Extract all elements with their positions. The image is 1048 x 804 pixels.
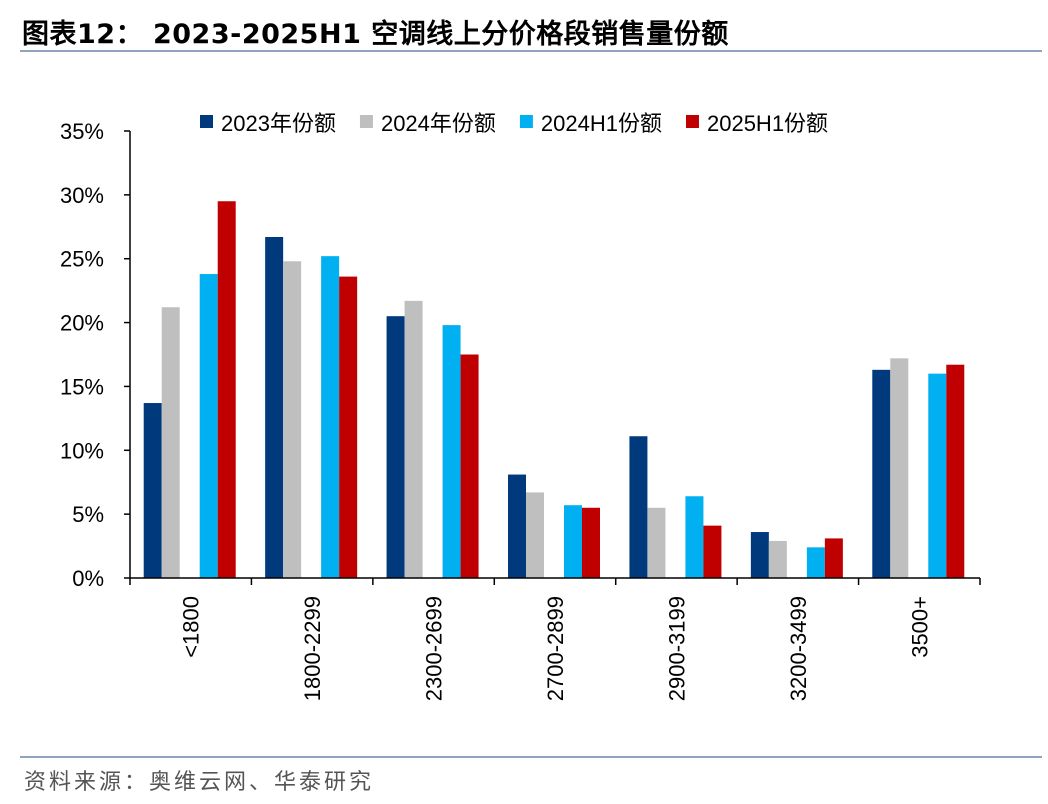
bar [143, 403, 162, 578]
bar [404, 300, 423, 578]
legend-swatch [359, 115, 373, 128]
source-divider [20, 756, 1042, 758]
y-tick-label: 10% [60, 438, 104, 463]
x-tick-label: 3200-3499 [786, 596, 811, 701]
bar [647, 507, 666, 578]
bar [199, 274, 218, 578]
y-tick-label: 5% [72, 502, 104, 527]
bar [442, 325, 461, 578]
y-tick-label: 20% [60, 311, 104, 336]
bar [508, 474, 526, 578]
bar [946, 364, 965, 578]
x-axis: <1800 1800-2299 2300-2699 2700-2899 2900-319… [129, 577, 981, 701]
bar [824, 538, 843, 578]
x-tick-label: 2900-3199 [664, 596, 689, 701]
x-tick-label: 1800-2299 [300, 596, 325, 701]
legend-swatch [519, 115, 533, 128]
bar [526, 492, 544, 578]
bar [750, 532, 769, 578]
bar [629, 436, 648, 578]
chart-legend: 2023年份额 2024年份额 2024H1份额 2025H1份额 [200, 111, 828, 136]
bar [768, 540, 787, 578]
bar [386, 316, 405, 578]
legend-label: 2024年份额 [381, 111, 496, 136]
legend-label: 2024H1份额 [541, 111, 662, 136]
bar-group [143, 201, 965, 578]
y-tick-label: 30% [60, 183, 104, 208]
bar [321, 256, 340, 578]
source-note: 资料来源：奥维云网、华泰研究 [24, 770, 375, 795]
bar [161, 307, 180, 578]
legend-swatch [200, 115, 213, 128]
x-tick-label: 2700-2899 [543, 596, 568, 701]
y-tick-label: 15% [60, 374, 104, 399]
bar [806, 547, 825, 578]
bar [703, 525, 722, 578]
figure-title: 图表12： 2023-2025H1 空调线上分价格段销售量份额 [22, 19, 729, 50]
x-tick-label: 3500+ [907, 596, 932, 658]
legend-swatch [685, 115, 699, 128]
bar [890, 358, 909, 578]
bar [460, 354, 479, 578]
y-axis: 0% 5% 10% 15% 20% 25% 30% 35% [60, 119, 131, 591]
bar [339, 276, 358, 578]
bar [685, 496, 704, 578]
bar [582, 507, 600, 578]
bar [564, 505, 582, 578]
x-tick-label: <1800 [179, 596, 204, 658]
legend-label: 2023年份额 [221, 111, 336, 136]
bar-chart: 2023年份额 2024年份额 2024H1份额 2025H1份额 0% 5% 10% 15… [60, 111, 981, 701]
bar [283, 261, 302, 578]
bar [265, 237, 284, 578]
y-tick-label: 0% [72, 566, 104, 591]
x-tick-label: 2300-2699 [422, 596, 447, 701]
bar [928, 373, 947, 578]
title-divider [20, 50, 1042, 52]
y-tick-label: 35% [60, 119, 104, 144]
bar [217, 201, 236, 578]
bar [872, 369, 891, 578]
y-tick-label: 25% [60, 247, 104, 272]
legend-label: 2025H1份额 [707, 111, 828, 136]
